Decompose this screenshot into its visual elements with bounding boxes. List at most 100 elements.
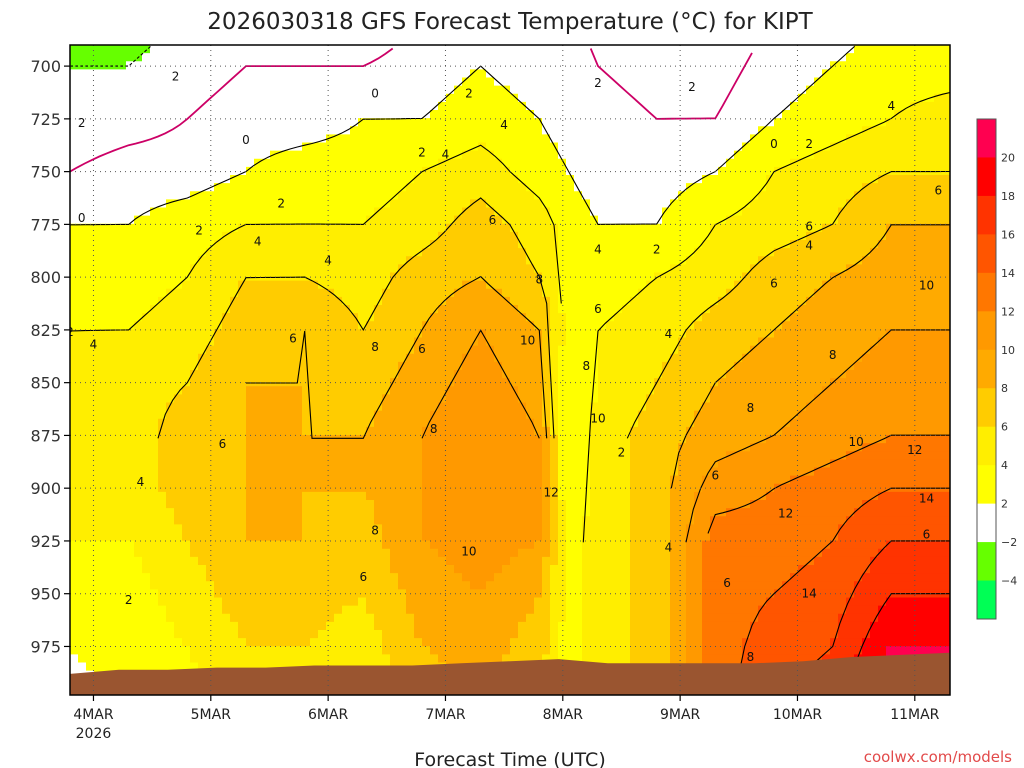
temp-cell [542,264,551,274]
temp-cell [206,353,215,363]
temp-cell [174,313,183,322]
temp-cell [398,183,407,192]
temp-cell [174,654,183,664]
temp-cell [510,353,519,363]
temp-cell [350,126,359,135]
temp-cell [510,264,519,274]
temp-cell [198,77,207,87]
temp-cell [510,101,519,111]
temp-cell [478,345,487,355]
temp-cell [190,662,199,672]
temp-cell [382,264,391,274]
temp-cell [238,605,247,615]
temp-cell [254,597,263,607]
temp-cell [478,183,487,192]
temp-cell [198,540,207,550]
temp-cell [462,329,471,339]
temp-cell [414,77,423,87]
temp-cell [310,573,319,582]
temp-cell [142,378,151,387]
temp-cell [278,264,287,274]
temp-cell [406,426,415,436]
temp-cell [70,110,79,119]
temp-cell [510,402,519,412]
temp-cell [94,337,103,347]
temp-cell [470,548,479,558]
temp-cell [358,280,367,290]
temp-cell [494,589,503,599]
temp-cell [262,199,271,209]
temp-cell [558,110,567,119]
temp-cell [374,621,383,631]
temp-cell [526,654,535,664]
temp-cell [262,613,271,623]
temp-cell [406,158,415,168]
temp-cell [102,329,111,339]
temp-cell [558,223,567,233]
temp-cell [358,231,367,241]
temp-cell [526,435,535,444]
temp-cell [334,288,343,298]
temp-cell [78,621,87,631]
temp-cell [118,467,127,477]
temp-cell [478,378,487,387]
temp-cell [470,256,479,265]
temp-cell [134,256,143,265]
temp-cell [86,256,95,265]
temp-cell [542,483,551,493]
temp-cell [486,630,495,639]
temp-cell [558,491,567,501]
temp-cell [270,321,279,330]
temp-cell [366,150,375,160]
temp-cell [470,467,479,477]
temp-cell [134,573,143,582]
temp-cell [222,313,231,322]
temp-cell [542,500,551,509]
temp-cell [294,597,303,607]
temp-cell [206,101,215,111]
temp-cell [174,443,183,452]
temp-cell [150,166,159,176]
temp-cell [502,361,511,371]
temp-cell [246,443,255,452]
temp-cell [78,597,87,607]
temp-cell [94,345,103,355]
temp-cell [158,451,167,460]
temp-cell [70,337,79,347]
temp-cell [238,573,247,582]
temp-cell [502,386,511,395]
temp-cell [478,548,487,558]
temp-cell [486,175,495,184]
temp-cell [558,443,567,452]
temp-cell [94,296,103,306]
temp-cell [374,654,383,664]
temp-cell [158,548,167,558]
temp-cell [342,296,351,306]
temp-cell [214,240,223,249]
temp-cell [534,256,543,265]
temp-cell [86,329,95,339]
temp-cell [542,77,551,87]
temp-cell [230,264,239,274]
temp-cell [374,589,383,599]
temp-cell [462,183,471,192]
temp-cell [502,597,511,607]
temp-cell [294,581,303,590]
temp-cell [462,394,471,404]
temp-cell [334,166,343,176]
temp-cell [94,69,103,79]
temp-cell [294,175,303,184]
temp-cell [86,613,95,623]
temp-cell [502,581,511,590]
temp-cell [510,556,519,566]
temp-cell [70,191,79,200]
temp-cell [70,475,79,485]
temp-cell [78,638,87,647]
temp-cell [254,150,263,160]
temp-cell [526,573,535,582]
temp-cell [294,605,303,615]
temp-cell [294,402,303,412]
temp-cell [486,126,495,135]
temp-cell [238,508,247,517]
temp-cell [366,467,375,477]
